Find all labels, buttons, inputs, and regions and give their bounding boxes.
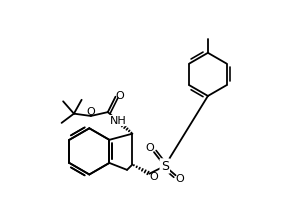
Text: O: O [145,143,154,153]
Text: O: O [115,91,124,101]
Text: S: S [161,160,169,172]
Text: NH: NH [109,116,126,126]
Text: O: O [176,174,184,184]
Text: O: O [150,172,158,182]
Text: O: O [86,107,95,117]
